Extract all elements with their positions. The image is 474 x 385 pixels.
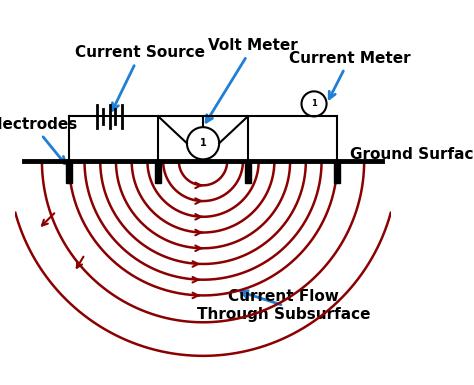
Text: Current Flow
Through Subsurface: Current Flow Through Subsurface bbox=[197, 289, 370, 322]
Text: Current Meter: Current Meter bbox=[289, 51, 410, 99]
Text: Ground Surface: Ground Surface bbox=[350, 147, 474, 162]
Text: Volt Meter: Volt Meter bbox=[206, 38, 298, 122]
Text: 1: 1 bbox=[200, 138, 206, 148]
Text: Electrodes: Electrodes bbox=[0, 117, 78, 164]
Bar bbox=[334, 161, 340, 182]
Bar bbox=[155, 161, 162, 182]
Text: Current Source: Current Source bbox=[75, 45, 205, 110]
Bar bbox=[245, 161, 251, 182]
Bar bbox=[65, 161, 72, 182]
Text: 1: 1 bbox=[311, 99, 317, 109]
